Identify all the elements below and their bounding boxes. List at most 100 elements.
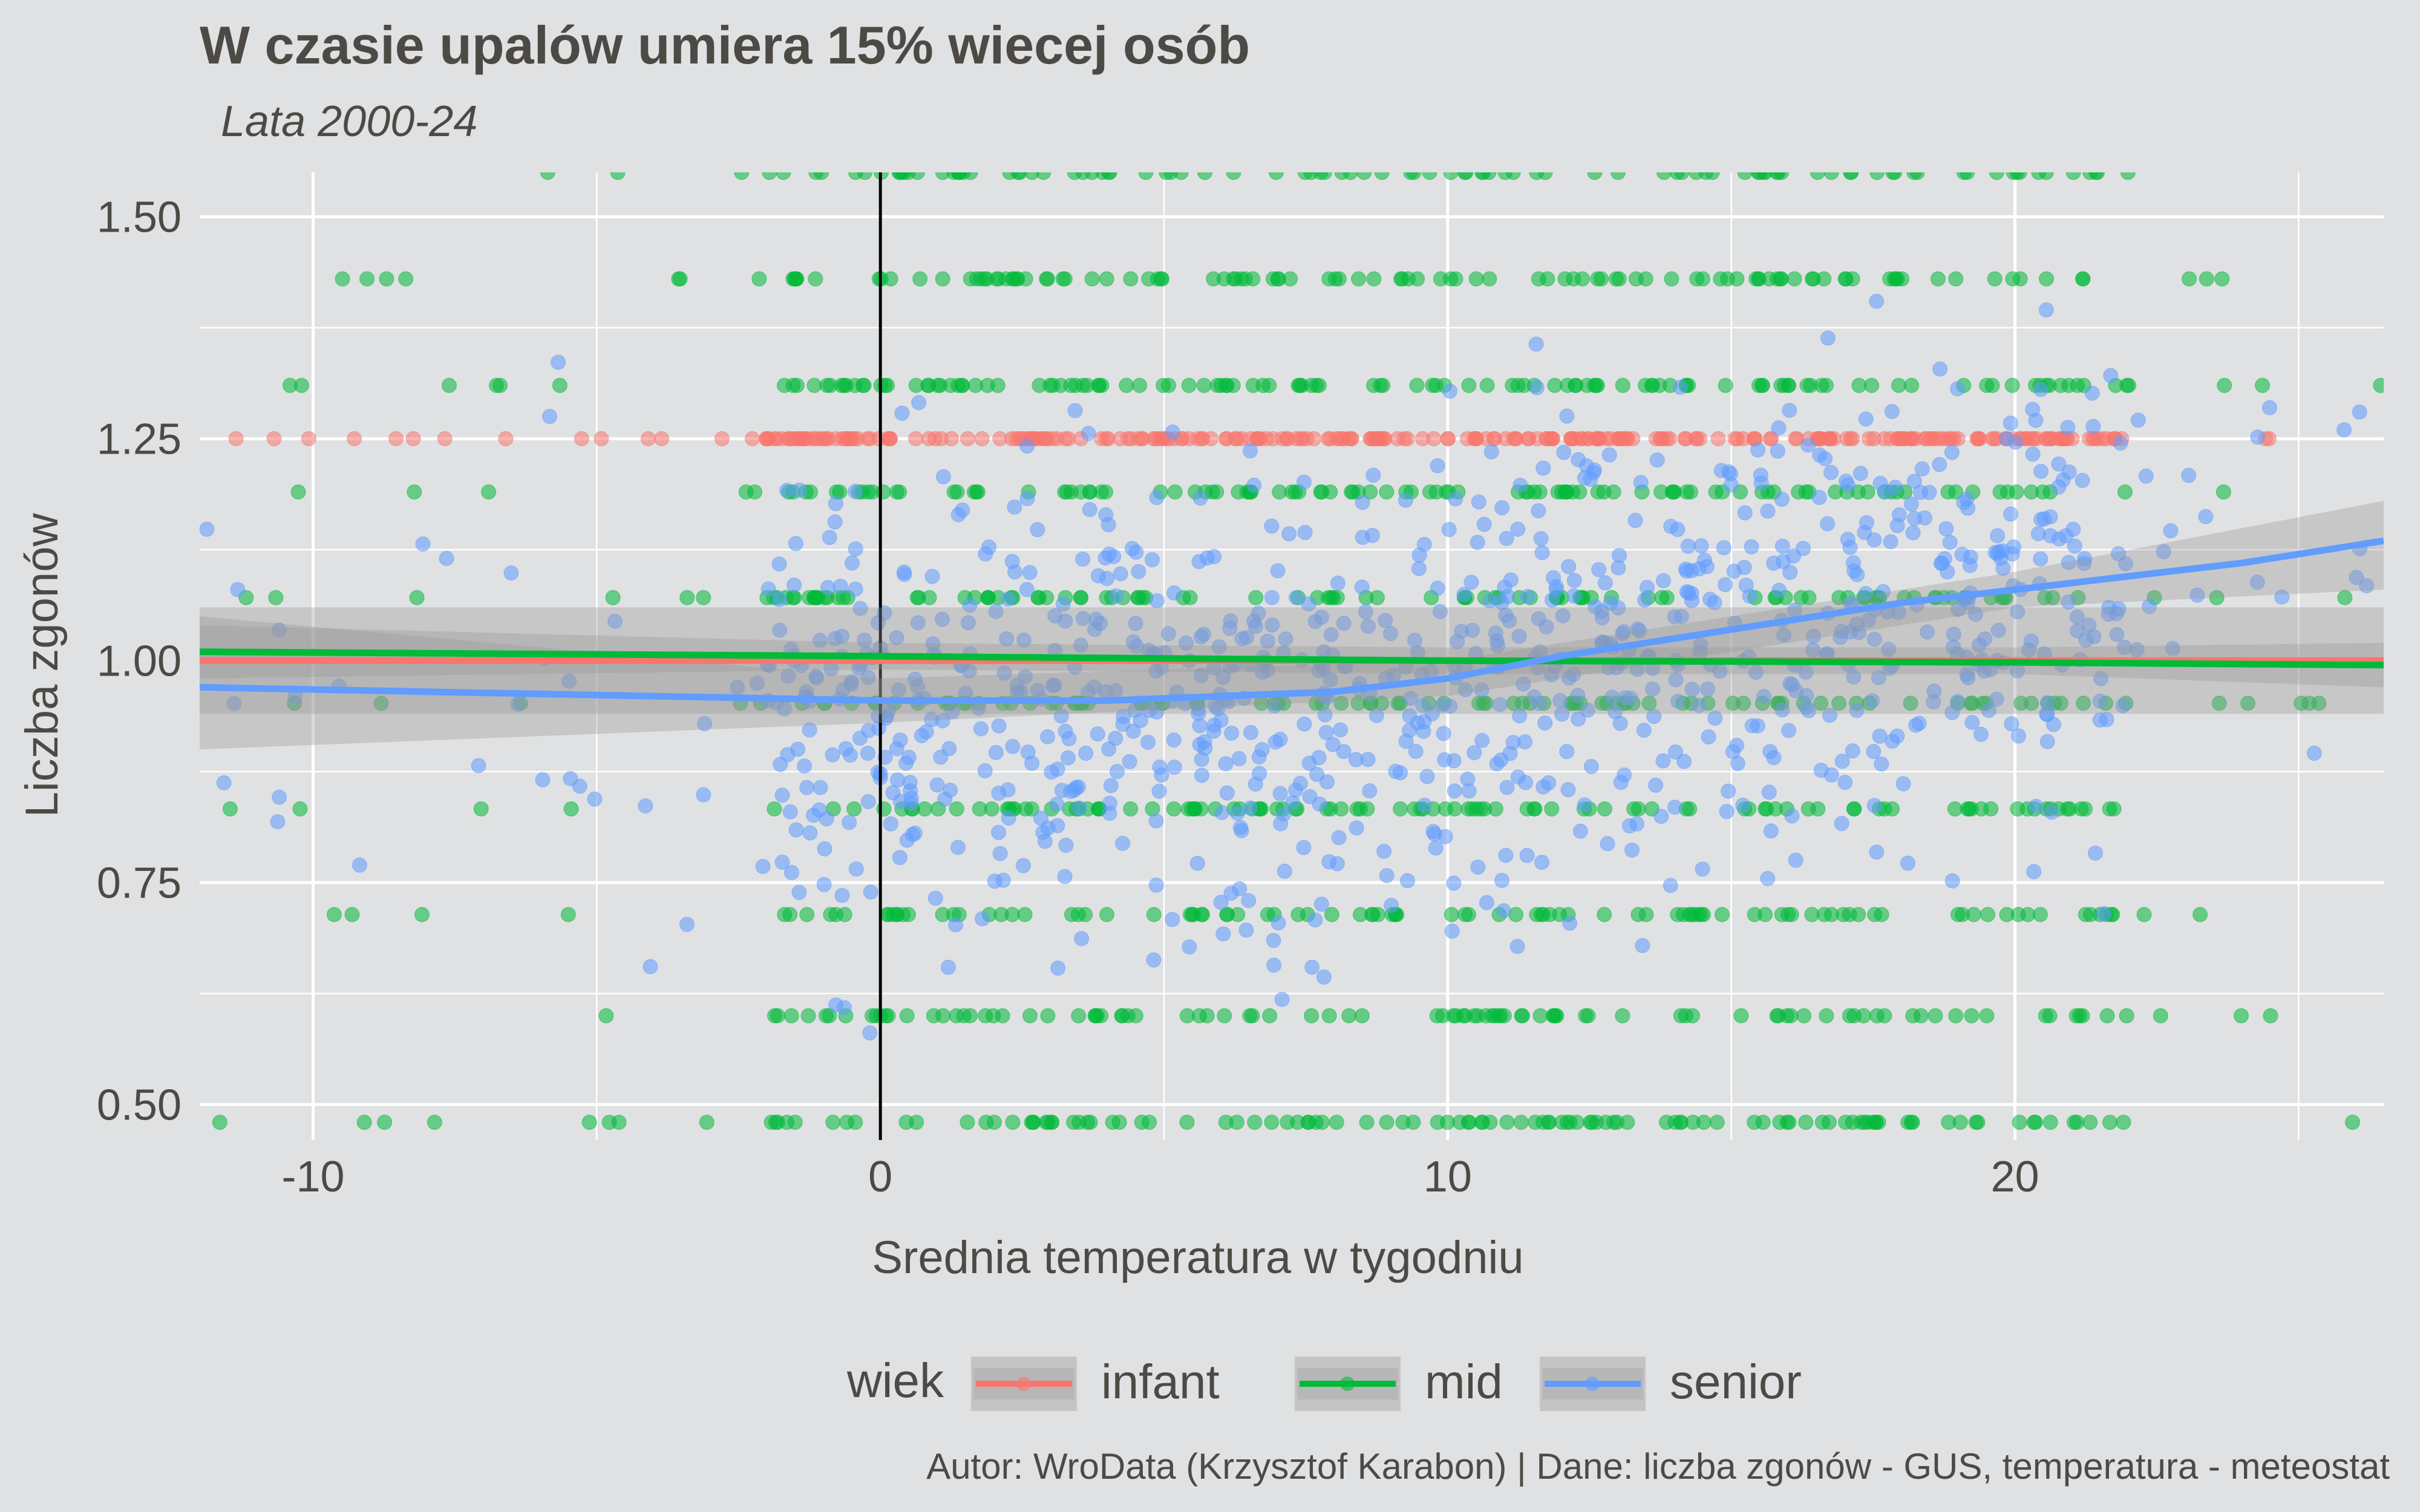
point-senior: [1866, 798, 1882, 813]
point-mid: [1342, 172, 1358, 180]
point-mid: [1845, 271, 1860, 287]
point-senior: [755, 859, 771, 875]
point-mid: [1905, 1008, 1921, 1023]
point-senior: [1166, 732, 1182, 748]
grid-minor: [200, 172, 2384, 1140]
point-mid: [1444, 907, 1459, 922]
point-senior: [1384, 898, 1399, 913]
point-mid: [2042, 1008, 2058, 1023]
point-infant: [1045, 431, 1061, 446]
point-senior: [2250, 429, 2266, 445]
point-senior: [1336, 616, 1352, 631]
point-senior: [1067, 403, 1083, 419]
point-senior: [1050, 960, 1066, 976]
point-senior: [2115, 698, 2131, 714]
point-senior: [1519, 847, 1535, 863]
point-mid: [427, 1115, 442, 1130]
point-infant: [871, 431, 887, 446]
point-senior: [638, 798, 653, 814]
point-mid: [909, 172, 925, 180]
point-senior: [1414, 697, 1430, 713]
point-senior: [1446, 753, 1462, 769]
point-senior: [1292, 775, 1308, 791]
point-senior: [2084, 385, 2100, 401]
point-senior: [1554, 706, 1570, 722]
point-mid: [373, 696, 389, 711]
point-senior: [1611, 600, 1626, 616]
point-mid: [935, 271, 950, 287]
point-senior: [1594, 604, 1609, 619]
point-senior: [1493, 752, 1509, 768]
point-senior: [1649, 452, 1665, 468]
point-senior: [1427, 826, 1442, 842]
point-senior: [1470, 859, 1486, 875]
point-senior: [934, 611, 950, 627]
point-mid: [954, 377, 970, 393]
point-senior: [1058, 723, 1073, 739]
point-senior: [812, 633, 828, 648]
point-senior: [1973, 726, 1989, 742]
point-senior: [1670, 694, 1686, 709]
point-mid: [1181, 377, 1197, 393]
point-senior: [1770, 443, 1785, 459]
point-senior: [1911, 715, 1927, 731]
point-mid: [1245, 271, 1261, 287]
legend-label-senior: senior: [1670, 1355, 1802, 1409]
point-mid: [1733, 1008, 1749, 1023]
point-senior: [822, 530, 837, 546]
point-senior: [1444, 924, 1460, 939]
point-mid: [1166, 801, 1182, 816]
point-senior: [1211, 639, 1227, 655]
point-senior: [848, 861, 864, 877]
point-mid: [2024, 696, 2039, 711]
x-tick-label: 10: [1424, 1153, 1472, 1201]
legend-title: wiek: [846, 1354, 944, 1407]
point-senior: [2061, 594, 2076, 610]
point-mid: [1505, 172, 1521, 180]
point-mid: [1689, 172, 1704, 180]
point-senior: [2085, 419, 2101, 434]
point-mid: [1572, 484, 1588, 500]
point-mid: [1167, 484, 1183, 500]
point-senior: [2087, 846, 2103, 861]
point-mid: [899, 1008, 915, 1023]
point-senior: [1267, 734, 1283, 750]
point-senior: [1600, 836, 1615, 852]
point-senior: [2096, 906, 2112, 922]
point-senior: [1531, 503, 1546, 518]
point-mid: [1179, 1008, 1195, 1023]
point-senior: [1349, 820, 1364, 836]
point-senior: [1876, 584, 1891, 599]
point-senior: [697, 715, 713, 731]
point-senior: [1403, 691, 1419, 706]
point-mid: [335, 271, 350, 287]
point-mid: [1205, 484, 1220, 500]
point-mid: [1909, 172, 1925, 180]
point-senior: [825, 747, 840, 763]
point-mid: [1846, 1008, 1862, 1023]
point-senior: [2051, 456, 2067, 472]
point-senior: [1320, 774, 1335, 790]
point-senior: [1946, 627, 1961, 642]
point-senior: [1206, 549, 1222, 564]
point-senior: [1416, 536, 1432, 552]
point-senior: [904, 827, 920, 842]
point-mid: [2005, 271, 2021, 287]
point-infant: [654, 431, 670, 446]
point-mid: [1597, 907, 1612, 922]
point-senior: [542, 409, 558, 425]
point-senior: [1583, 758, 1599, 774]
point-mid: [560, 907, 576, 922]
point-mid: [963, 1008, 978, 1023]
point-mid: [1146, 907, 1162, 922]
point-mid: [1747, 1115, 1762, 1130]
point-senior: [1115, 717, 1131, 732]
point-mid: [1867, 907, 1883, 922]
point-mid: [1352, 801, 1368, 816]
point-senior: [1463, 575, 1479, 590]
point-senior: [1192, 718, 1208, 734]
point-mid: [886, 907, 901, 922]
point-mid: [1197, 172, 1213, 180]
point-senior: [2181, 468, 2197, 483]
